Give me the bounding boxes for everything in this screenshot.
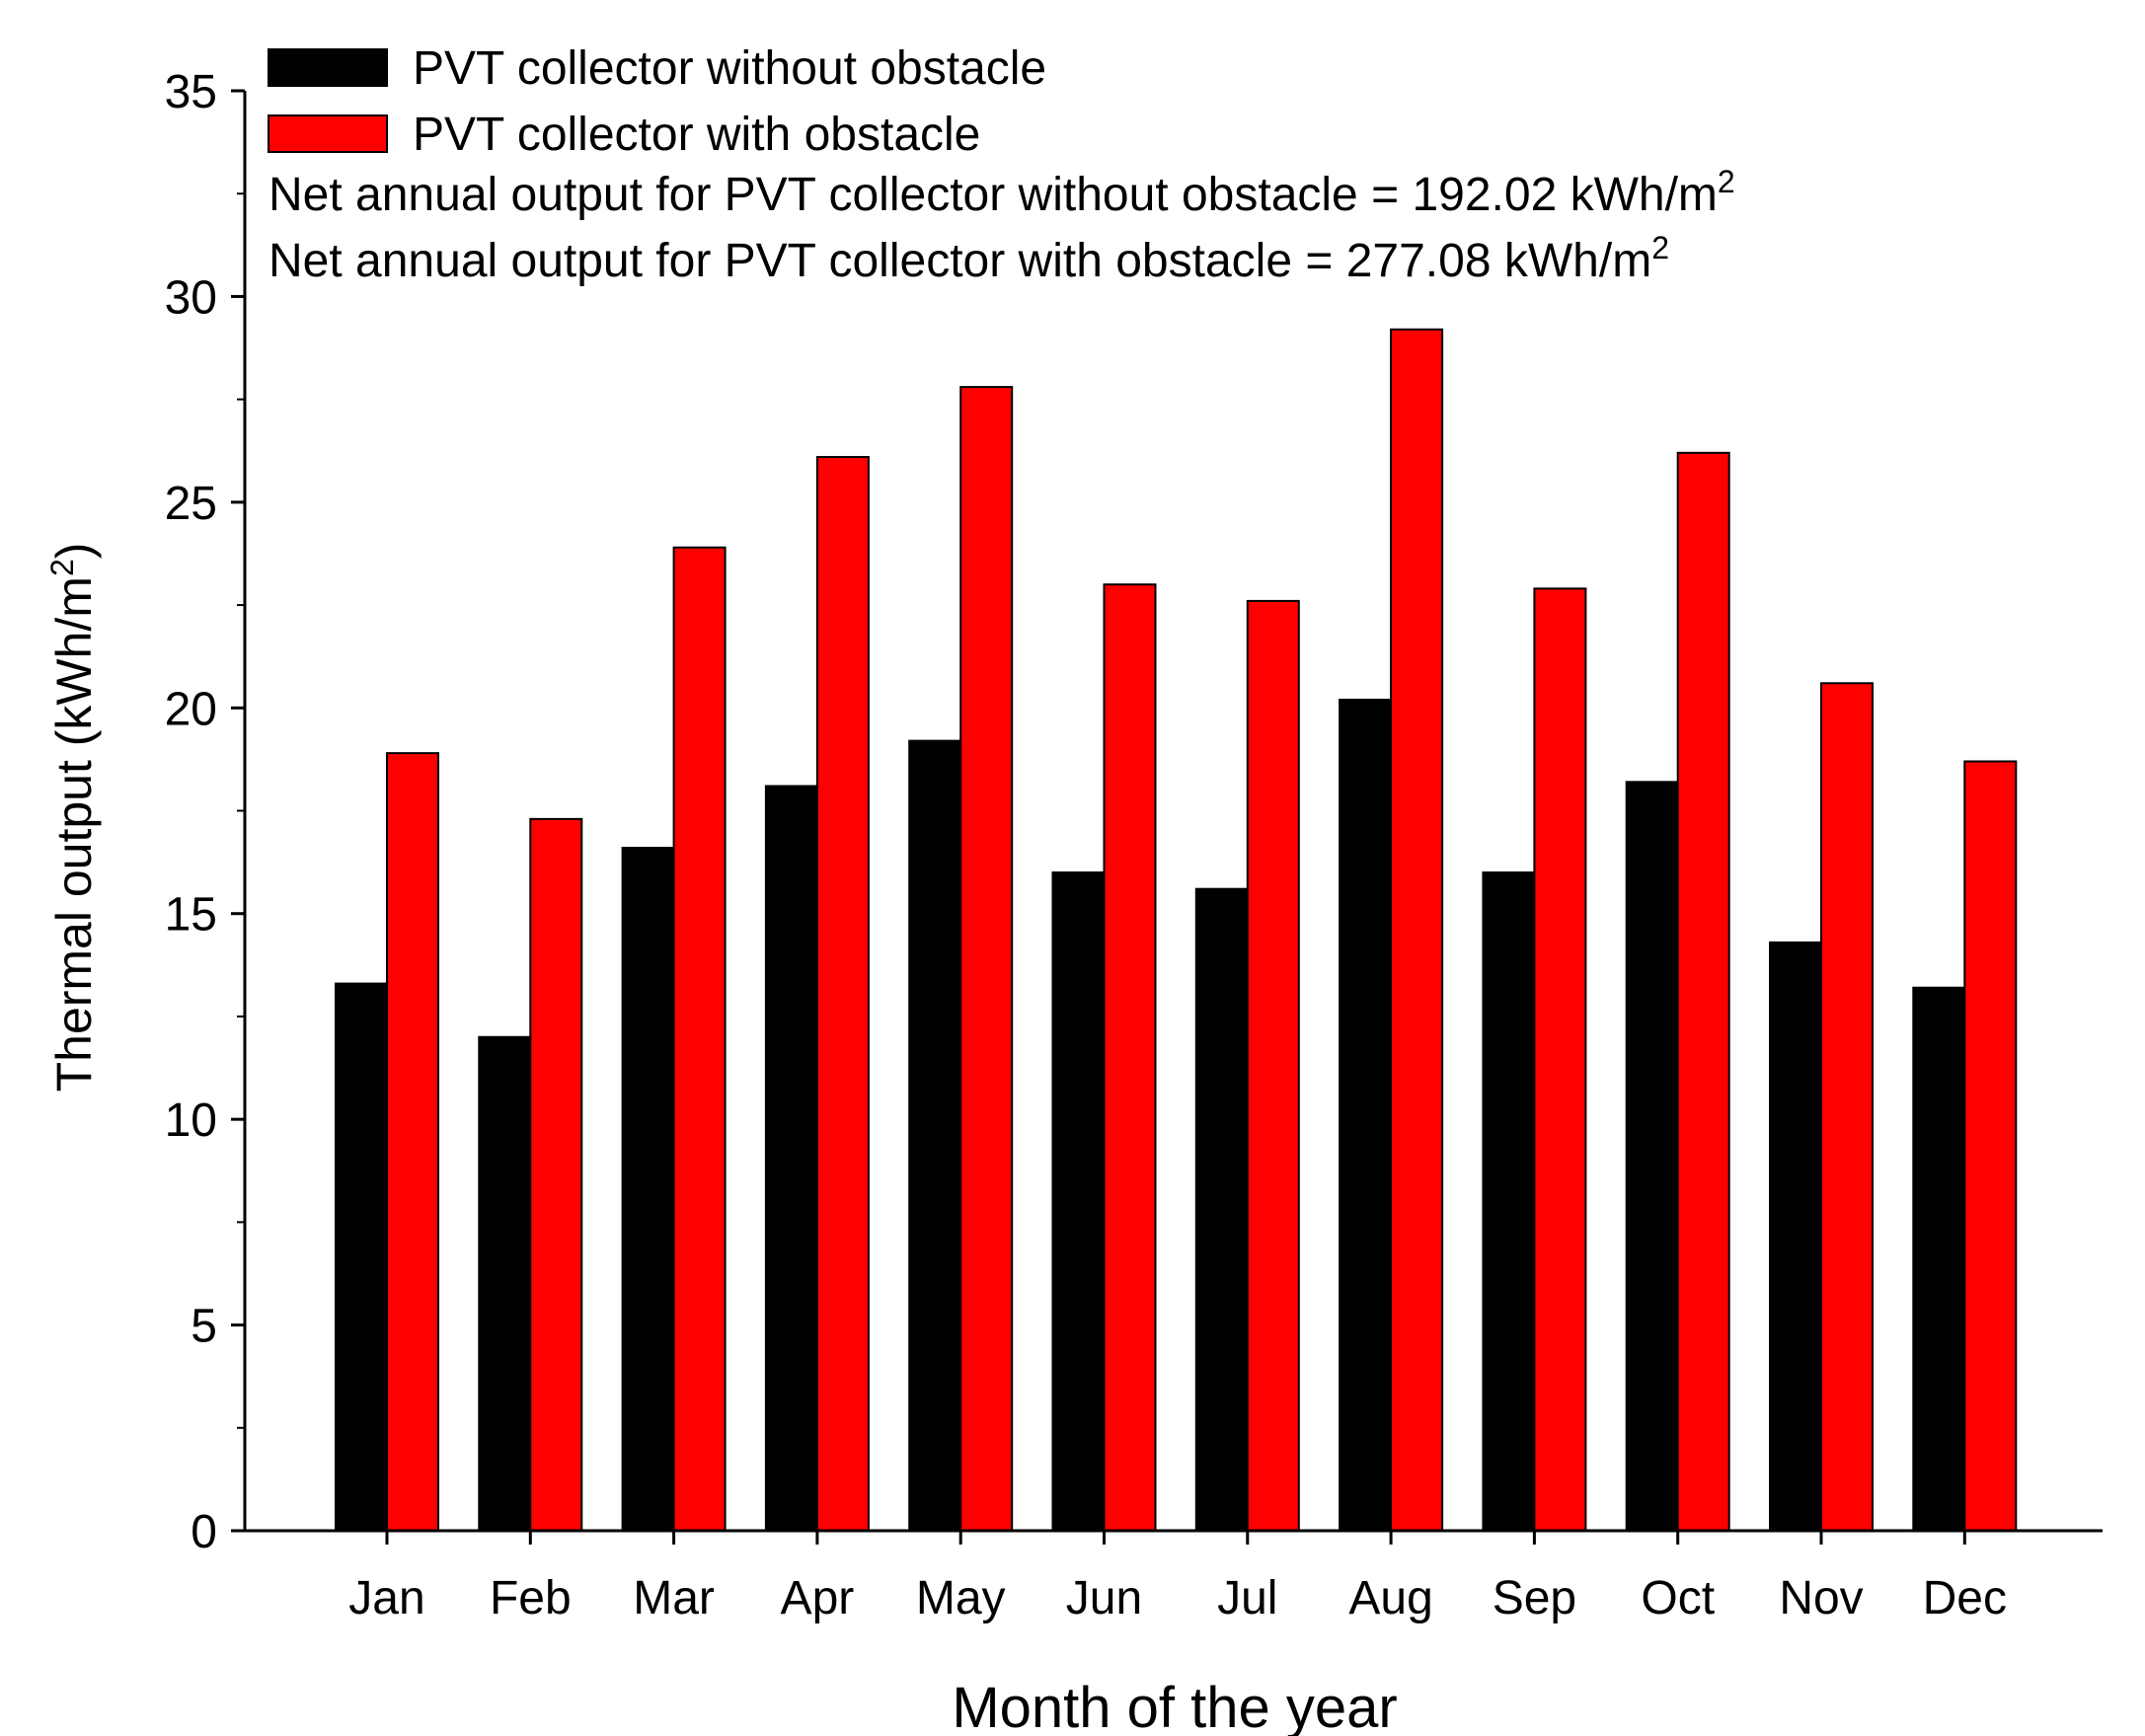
y-tick-label: 15 xyxy=(165,889,217,942)
bar-dec-without-obstacle xyxy=(1912,986,1966,1532)
y-axis-title-main: Thermal output (kWh/m xyxy=(46,576,102,1092)
bar-jun-with-obstacle xyxy=(1103,583,1157,1532)
annotation-net-output-with-obstacle: Net annual output for PVT collector with… xyxy=(268,230,1669,287)
bar-sep-without-obstacle xyxy=(1482,871,1536,1532)
bar-nov-without-obstacle xyxy=(1769,941,1822,1532)
bar-jul-without-obstacle xyxy=(1194,887,1249,1532)
bar-sep-with-obstacle xyxy=(1533,587,1587,1532)
bar-feb-without-obstacle xyxy=(478,1035,532,1533)
bar-feb-with-obstacle xyxy=(529,817,583,1532)
x-tick-label-feb: Feb xyxy=(490,1572,572,1624)
y-tick-label: 0 xyxy=(191,1506,217,1558)
legend-swatch-without-obstacle xyxy=(268,48,388,87)
x-tick-label-mar: Mar xyxy=(633,1572,715,1624)
y-axis-title-sup: 2 xyxy=(44,559,80,576)
x-axis-title: Month of the year xyxy=(952,1676,1397,1736)
legend-swatch-with-obstacle xyxy=(268,114,388,153)
y-tick-label: 20 xyxy=(165,683,217,735)
bar-jul-with-obstacle xyxy=(1246,599,1300,1532)
x-tick-label-may: May xyxy=(916,1572,1006,1624)
bar-apr-without-obstacle xyxy=(764,785,818,1532)
bar-dec-with-obstacle xyxy=(1963,760,2018,1532)
legend: PVT collector without obstacle PVT colle… xyxy=(268,42,1046,161)
x-tick-label-apr: Apr xyxy=(781,1572,855,1624)
x-tick-label-nov: Nov xyxy=(1779,1572,1863,1624)
y-tick-label: 30 xyxy=(165,271,217,324)
y-axis-title: Thermal output (kWh/m2) xyxy=(44,543,102,1093)
bar-apr-with-obstacle xyxy=(815,456,870,1533)
x-tick-label-sep: Sep xyxy=(1493,1572,1576,1624)
bars-group xyxy=(335,328,2018,1533)
annotation-1-sup: 2 xyxy=(1651,230,1669,265)
x-tick-label-aug: Aug xyxy=(1348,1572,1432,1624)
bar-mar-with-obstacle xyxy=(672,546,727,1532)
x-ticks-group: Jan Feb Mar Apr May Jun Jul Aug Sep Oct Nov Dec xyxy=(348,1531,2007,1624)
y-tick-label: 35 xyxy=(165,66,217,118)
bar-may-without-obstacle xyxy=(908,739,962,1532)
annotation-net-output-without-obstacle: Net annual output for PVT collector with… xyxy=(268,164,1735,221)
bar-jan-without-obstacle xyxy=(335,982,388,1532)
legend-label-without-obstacle: PVT collector without obstacle xyxy=(413,42,1046,95)
bar-mar-without-obstacle xyxy=(621,847,675,1532)
y-axis-title-close: ) xyxy=(46,543,102,560)
bar-oct-with-obstacle xyxy=(1676,451,1730,1533)
annotation-0-sup: 2 xyxy=(1718,164,1735,199)
annotation-0-text: Net annual output for PVT collector with… xyxy=(268,169,1718,221)
bar-oct-without-obstacle xyxy=(1625,781,1679,1532)
legend-label-with-obstacle: PVT collector with obstacle xyxy=(413,109,980,161)
x-tick-label-dec: Dec xyxy=(1923,1572,2007,1624)
bar-jan-with-obstacle xyxy=(386,752,439,1532)
y-tick-label: 5 xyxy=(191,1301,217,1353)
bar-aug-with-obstacle xyxy=(1390,328,1444,1533)
bar-nov-with-obstacle xyxy=(1820,682,1874,1532)
x-tick-label-jun: Jun xyxy=(1066,1572,1142,1624)
annotation-1-text: Net annual output for PVT collector with… xyxy=(268,235,1651,287)
y-tick-label: 25 xyxy=(165,478,217,530)
x-tick-label-oct: Oct xyxy=(1641,1572,1715,1624)
y-ticks-group: 0 5 10 15 20 25 30 35 xyxy=(165,66,245,1558)
x-tick-label-jul: Jul xyxy=(1217,1572,1277,1624)
y-tick-label: 10 xyxy=(165,1094,217,1147)
x-tick-label-jan: Jan xyxy=(348,1572,424,1624)
bar-may-with-obstacle xyxy=(959,386,1014,1533)
bar-aug-without-obstacle xyxy=(1339,698,1393,1532)
bar-jun-without-obstacle xyxy=(1051,871,1106,1532)
